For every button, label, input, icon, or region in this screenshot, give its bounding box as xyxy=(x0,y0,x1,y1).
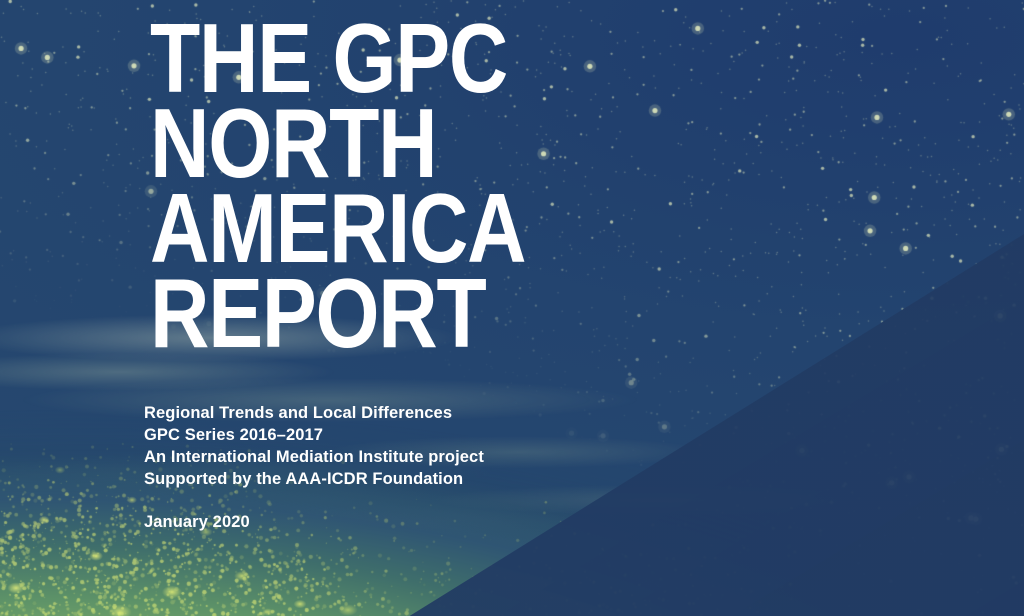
title-line-3: AMERICA xyxy=(150,173,527,283)
title-line-4: REPORT xyxy=(150,258,487,368)
subtitle-line-project: An International Mediation Institute pro… xyxy=(144,448,484,466)
subtitle-line-series: GPC Series 2016–2017 xyxy=(144,426,324,444)
subtitle-line-tagline: Regional Trends and Local Differences xyxy=(144,404,453,422)
cover-subtitle: Regional Trends and Local Differences GP… xyxy=(144,402,764,490)
cover-date: January 2020 xyxy=(144,513,250,531)
title-line-1: THE GPC xyxy=(150,3,508,113)
subtitle-line-sponsor: Supported by the AAA-ICDR Foundation xyxy=(144,470,464,488)
cover-title: THE GPC NORTH AMERICA REPORT xyxy=(150,3,710,368)
title-line-2: NORTH xyxy=(150,88,438,198)
